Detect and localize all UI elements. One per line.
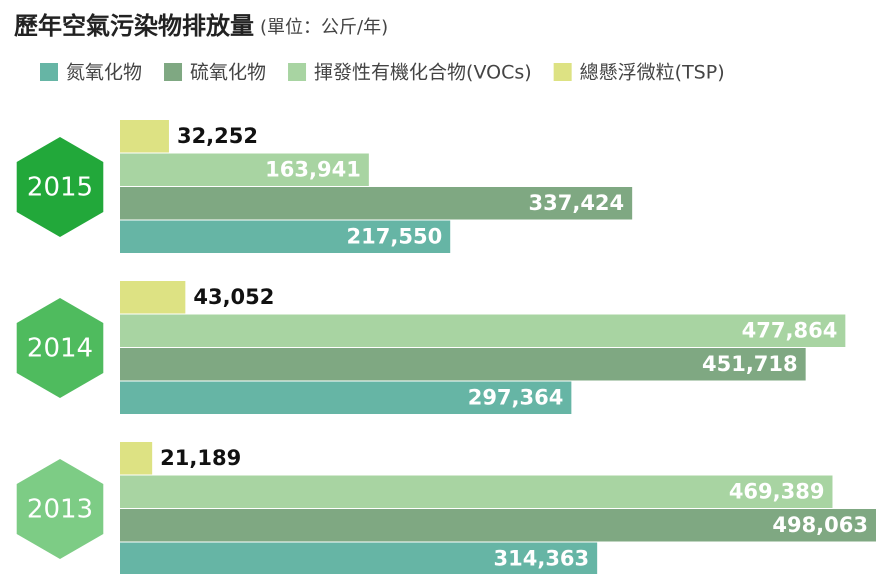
value-label: 337,424 (529, 191, 625, 215)
bar (120, 509, 876, 542)
bar (120, 120, 169, 153)
bar (120, 281, 186, 314)
bar (120, 442, 153, 475)
bar (120, 153, 369, 186)
bar (120, 220, 451, 253)
legend-label: 硫氧化物 (190, 62, 266, 84)
value-label: 43,052 (193, 285, 274, 309)
bar (120, 348, 806, 381)
value-label: 469,389 (729, 479, 825, 503)
legend-swatch (553, 63, 572, 81)
year-badge (16, 137, 104, 237)
value-label: 163,941 (265, 157, 361, 181)
legend-swatch (40, 63, 58, 81)
value-label: 21,189 (160, 446, 241, 470)
year-badge (16, 459, 104, 559)
bar (120, 381, 572, 414)
value-label: 32,252 (177, 124, 258, 148)
category-label: 2015 (27, 173, 93, 203)
category-label: 2014 (27, 334, 93, 364)
bar (120, 314, 846, 347)
legend-label: 揮發性有機化合物(VOCs) (314, 62, 532, 84)
bar (120, 187, 633, 220)
value-label: 314,363 (494, 546, 590, 570)
bar (120, 475, 833, 508)
legend-label: 氮氧化物 (66, 62, 142, 84)
legend-swatch (164, 63, 183, 81)
value-label: 477,864 (742, 318, 838, 342)
value-label: 498,063 (772, 513, 868, 537)
bar (120, 542, 598, 574)
legend-label: 總懸浮微粒(TSP) (580, 62, 725, 84)
chart-subtitle: (單位：公斤/年) (260, 17, 388, 38)
legend-swatch (288, 63, 307, 81)
chart-title: 歷年空氣污染物排放量 (14, 12, 254, 40)
category-label: 2013 (27, 495, 93, 525)
value-label: 217,550 (347, 224, 443, 248)
value-label: 297,364 (468, 385, 564, 409)
value-label: 451,718 (702, 352, 798, 376)
year-badge (16, 298, 104, 398)
